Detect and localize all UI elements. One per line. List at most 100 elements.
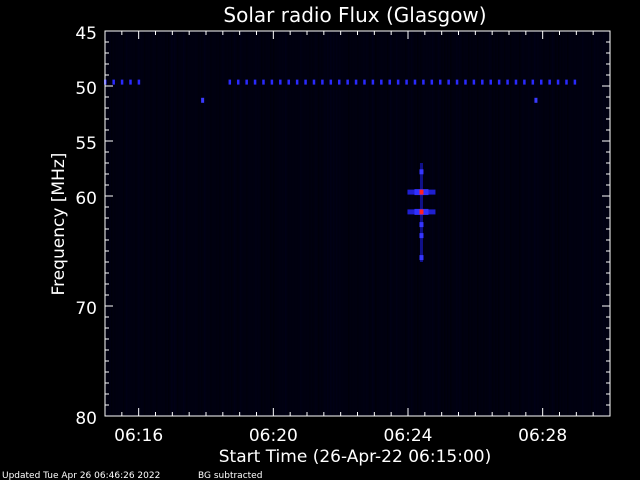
noise-column — [564, 32, 566, 415]
noise-column — [336, 32, 338, 415]
band-dash — [337, 79, 341, 85]
radio-burst — [407, 163, 436, 262]
burst-point — [419, 233, 424, 239]
noise-column — [450, 32, 452, 415]
band-dash — [388, 79, 391, 85]
noise-column — [120, 32, 122, 415]
band-dash — [489, 79, 492, 85]
y-axis-label: Frequency [MHz] — [49, 153, 69, 296]
band-dash — [279, 79, 282, 85]
noise-column — [438, 32, 440, 415]
noise-column — [303, 32, 305, 415]
noise-column — [399, 32, 401, 415]
noise-column — [408, 32, 410, 415]
noise-column — [276, 32, 278, 415]
band-dash — [422, 79, 425, 85]
noise-column — [378, 32, 380, 415]
noise-column — [444, 32, 446, 415]
band-dash — [497, 79, 501, 85]
noise-column — [531, 32, 533, 415]
noise-column — [123, 32, 125, 415]
band-dash — [556, 79, 560, 85]
noise-column — [309, 32, 311, 415]
noise-column — [594, 32, 596, 415]
noise-column — [522, 32, 524, 415]
noise-column — [393, 32, 395, 415]
band-dash — [245, 79, 248, 85]
band-dash — [531, 79, 535, 85]
burst-peak — [419, 189, 424, 195]
y-tick-label: 70 — [75, 299, 97, 319]
noise-column — [510, 32, 512, 415]
noise-column — [333, 32, 335, 415]
y-tick-label: 50 — [75, 79, 97, 99]
noise-column — [321, 32, 323, 415]
isolated-mark — [534, 97, 538, 103]
band-dash — [270, 79, 274, 85]
noise-column — [570, 32, 572, 415]
band-dash — [380, 79, 383, 85]
noise-column — [540, 32, 542, 415]
noise-column — [432, 32, 434, 415]
noise-column — [603, 32, 605, 415]
noise-column — [384, 32, 386, 415]
noise-column — [162, 32, 164, 415]
band-dash — [304, 79, 307, 85]
footer-updated: Updated Tue Apr 26 06:46:26 2022 — [2, 471, 160, 480]
noise-column — [381, 32, 383, 415]
noise-column — [576, 32, 578, 415]
noise-column — [237, 32, 239, 415]
burst-peak — [419, 209, 424, 215]
noise-column — [294, 32, 296, 415]
footer-bg-subtracted: BG subtracted — [198, 471, 262, 480]
noise-column — [153, 32, 155, 415]
noise-column — [273, 32, 275, 415]
noise-column — [423, 32, 425, 415]
noise-column — [456, 32, 458, 415]
noise-column — [552, 32, 554, 415]
noise-column — [375, 32, 377, 415]
noise-column — [411, 32, 413, 415]
band-dash — [413, 79, 417, 85]
noise-column — [516, 32, 518, 415]
band-dash — [396, 79, 400, 85]
noise-column — [459, 32, 461, 415]
noise-column — [504, 32, 506, 415]
noise-column — [441, 32, 443, 415]
y-tick-label: 55 — [75, 134, 97, 154]
noise-column — [255, 32, 257, 415]
noise-column — [117, 32, 119, 415]
burst-point — [419, 169, 424, 175]
band-dash — [262, 79, 265, 85]
noise-column — [483, 32, 485, 415]
noise-column — [141, 32, 143, 415]
noise-column — [372, 32, 374, 415]
band-dash — [363, 79, 366, 85]
noise-column — [474, 32, 476, 415]
noise-column — [360, 32, 362, 415]
noise-column — [417, 32, 419, 415]
y-tick-label: 45 — [75, 24, 97, 44]
noise-column — [144, 32, 146, 415]
noise-column — [111, 32, 113, 415]
x-axis: 06:16 06:20 06:24 06:28 — [114, 31, 594, 446]
noise-column — [147, 32, 149, 415]
band-dash — [430, 79, 434, 85]
noise-column — [156, 32, 158, 415]
noise-column — [189, 32, 191, 415]
noise-column — [501, 32, 503, 415]
noise-column — [258, 32, 260, 415]
noise-column — [126, 32, 128, 415]
noise-column — [495, 32, 497, 415]
noise-column — [132, 32, 134, 415]
noise-column — [390, 32, 392, 415]
noise-column — [285, 32, 287, 415]
noise-column — [426, 32, 428, 415]
isolated-marks — [201, 97, 538, 103]
x-axis-label: Start Time (26-Apr-22 06:15:00) — [219, 447, 491, 467]
noise-column — [573, 32, 575, 415]
noise-column — [225, 32, 227, 415]
noise-column — [345, 32, 347, 415]
noise-column — [252, 32, 254, 415]
